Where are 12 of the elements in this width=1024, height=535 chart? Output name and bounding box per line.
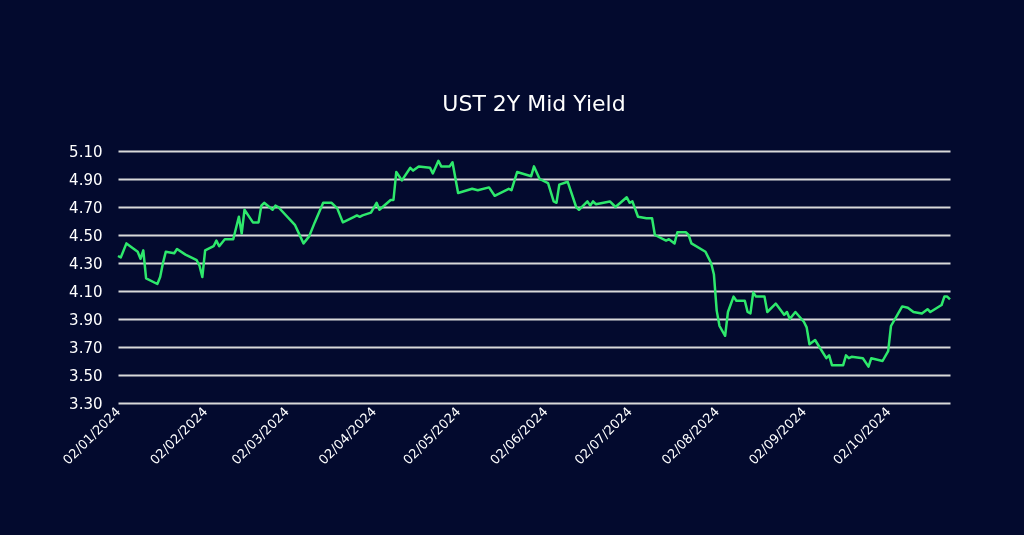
y-tick-label: 3.30 [69,394,103,413]
y-tick-label: 4.90 [69,170,103,189]
y-tick-label: 3.50 [69,366,103,385]
chart-title: UST 2Y Mid Yield [442,91,626,116]
y-tick-label: 4.10 [69,282,103,301]
line-series [116,159,952,368]
y-tick-label: 5.10 [69,142,103,161]
y-tick-label: 4.30 [69,254,103,273]
y-tick-label: 3.90 [69,310,103,329]
y-tick-label: 4.50 [69,226,103,245]
y-tick-label: 3.70 [69,338,103,357]
y-tick-label: 4.70 [69,198,103,217]
